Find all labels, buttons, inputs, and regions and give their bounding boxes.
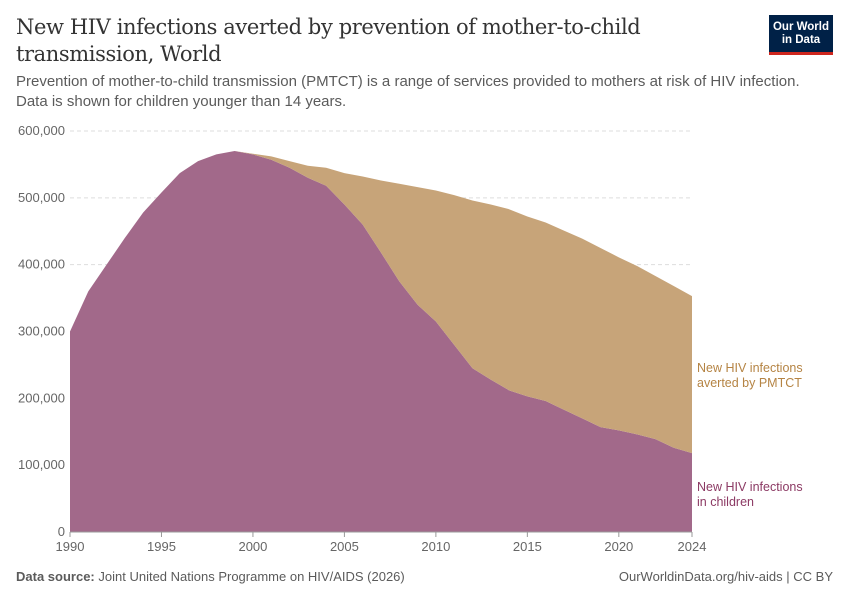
x-tick-label: 2015 [513,539,542,554]
y-tick-label: 0 [58,524,65,539]
source-text[interactable]: Joint United Nations Programme on HIV/AI… [98,569,405,584]
chart-subtitle: Prevention of mother-to-child transmissi… [16,73,800,110]
series-label: New HIV infections averted by PMTCT [697,361,803,390]
x-tick-label: 2024 [678,539,707,554]
x-tick-label: 2000 [238,539,267,554]
footer-link[interactable]: OurWorldinData.org/hiv-aids | CC BY [618,569,833,584]
x-tick-label: 1990 [56,539,85,554]
series-label: New HIV infections in children [697,480,803,509]
x-tick-label: 1995 [147,539,176,554]
x-tick-label: 2010 [421,539,450,554]
y-tick-label: 400,000 [18,257,65,272]
data-source: Data source: Joint United Nations Progra… [16,569,405,584]
y-tick-label: 300,000 [18,324,65,339]
y-tick-label: 100,000 [18,457,65,472]
x-tick-label: 2005 [330,539,359,554]
source-label: Data source: [16,569,95,584]
owid-logo[interactable]: Our World in Data [769,15,833,55]
y-tick-label: 200,000 [18,390,65,405]
x-tick-label: 2020 [604,539,633,554]
y-tick-label: 500,000 [18,190,65,205]
chart-title: New HIV infections averted by prevention… [16,15,641,66]
y-tick-label: 600,000 [18,123,65,138]
area-series-1 [70,151,692,454]
area-series-0 [70,151,692,533]
